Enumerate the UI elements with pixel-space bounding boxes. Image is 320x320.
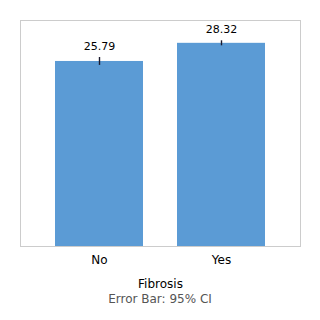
svg-text:25.79: 25.79 — [84, 40, 116, 53]
svg-text:28.32: 28.32 — [206, 23, 238, 36]
svg-text:Yes: Yes — [211, 253, 231, 267]
svg-text:Fibrosis: Fibrosis — [138, 277, 183, 291]
svg-text:No: No — [91, 253, 107, 267]
html-text:Error Bar: 95% CI: Error Bar: 95% CI — [108, 292, 212, 306]
